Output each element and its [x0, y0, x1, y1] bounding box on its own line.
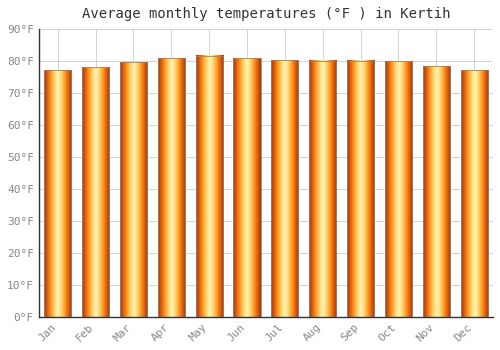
Bar	[44, 70, 72, 317]
Bar	[82, 67, 109, 317]
Bar	[234, 58, 260, 317]
Bar	[120, 62, 147, 317]
Bar	[385, 61, 412, 317]
Bar	[422, 66, 450, 317]
Bar	[460, 70, 488, 317]
Bar	[271, 61, 298, 317]
Bar	[347, 61, 374, 317]
Bar	[158, 58, 185, 317]
Bar	[196, 56, 223, 317]
Title: Average monthly temperatures (°F ) in Kertih: Average monthly temperatures (°F ) in Ke…	[82, 7, 450, 21]
Bar	[309, 61, 336, 317]
